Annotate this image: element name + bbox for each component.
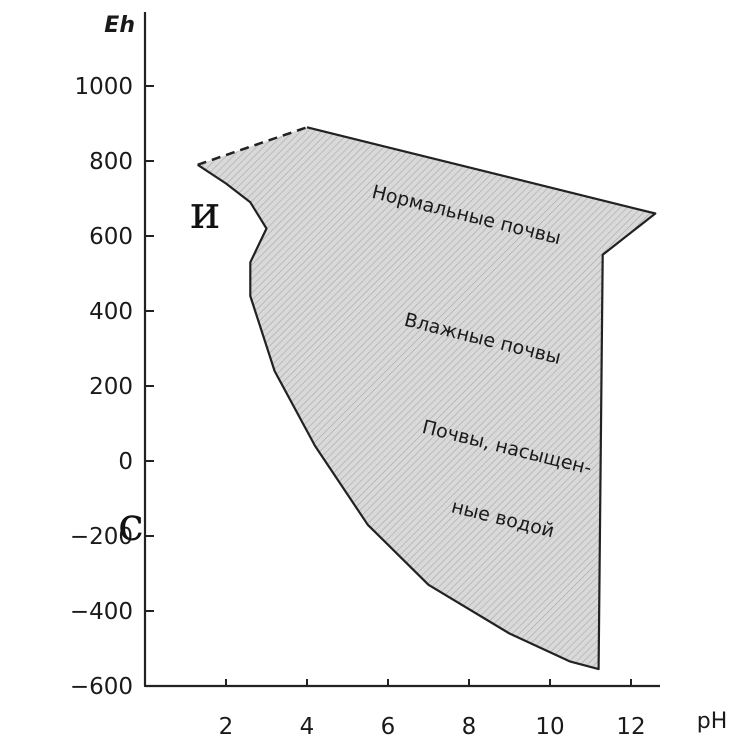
x-tick-label: 2 bbox=[219, 714, 234, 740]
x-tick-label: 4 bbox=[300, 714, 315, 740]
y-tick-label: 600 bbox=[89, 224, 133, 250]
region-outline bbox=[197, 126, 657, 671]
axes: 1000 800 600 400 200 0 −200 −400 −600 2 4 6 8 10 12 Eh p… bbox=[70, 12, 727, 740]
y-tick-label: −600 bbox=[70, 674, 133, 700]
side-text-upper: и bbox=[190, 185, 221, 239]
y-tick-label: −400 bbox=[70, 599, 133, 625]
soil-region bbox=[197, 126, 657, 671]
y-axis-title: Eh bbox=[104, 13, 135, 38]
y-tick-label: 400 bbox=[89, 299, 133, 325]
x-tick-label: 12 bbox=[616, 714, 645, 740]
side-text-lower: с bbox=[118, 497, 144, 551]
y-tick-label: 200 bbox=[89, 374, 133, 400]
y-tick-label: 0 bbox=[118, 449, 133, 475]
x-tick-label: 8 bbox=[462, 714, 477, 740]
x-tick-label: 10 bbox=[535, 714, 564, 740]
region-dashed-edge bbox=[197, 126, 308, 166]
region-hatch bbox=[197, 127, 656, 670]
y-tick-label: 800 bbox=[89, 149, 133, 175]
x-axis-title: pH bbox=[697, 709, 728, 734]
y-tick-label: 1000 bbox=[74, 74, 133, 100]
x-tick-label: 6 bbox=[381, 714, 396, 740]
y-tick-label: −200 bbox=[70, 524, 133, 550]
